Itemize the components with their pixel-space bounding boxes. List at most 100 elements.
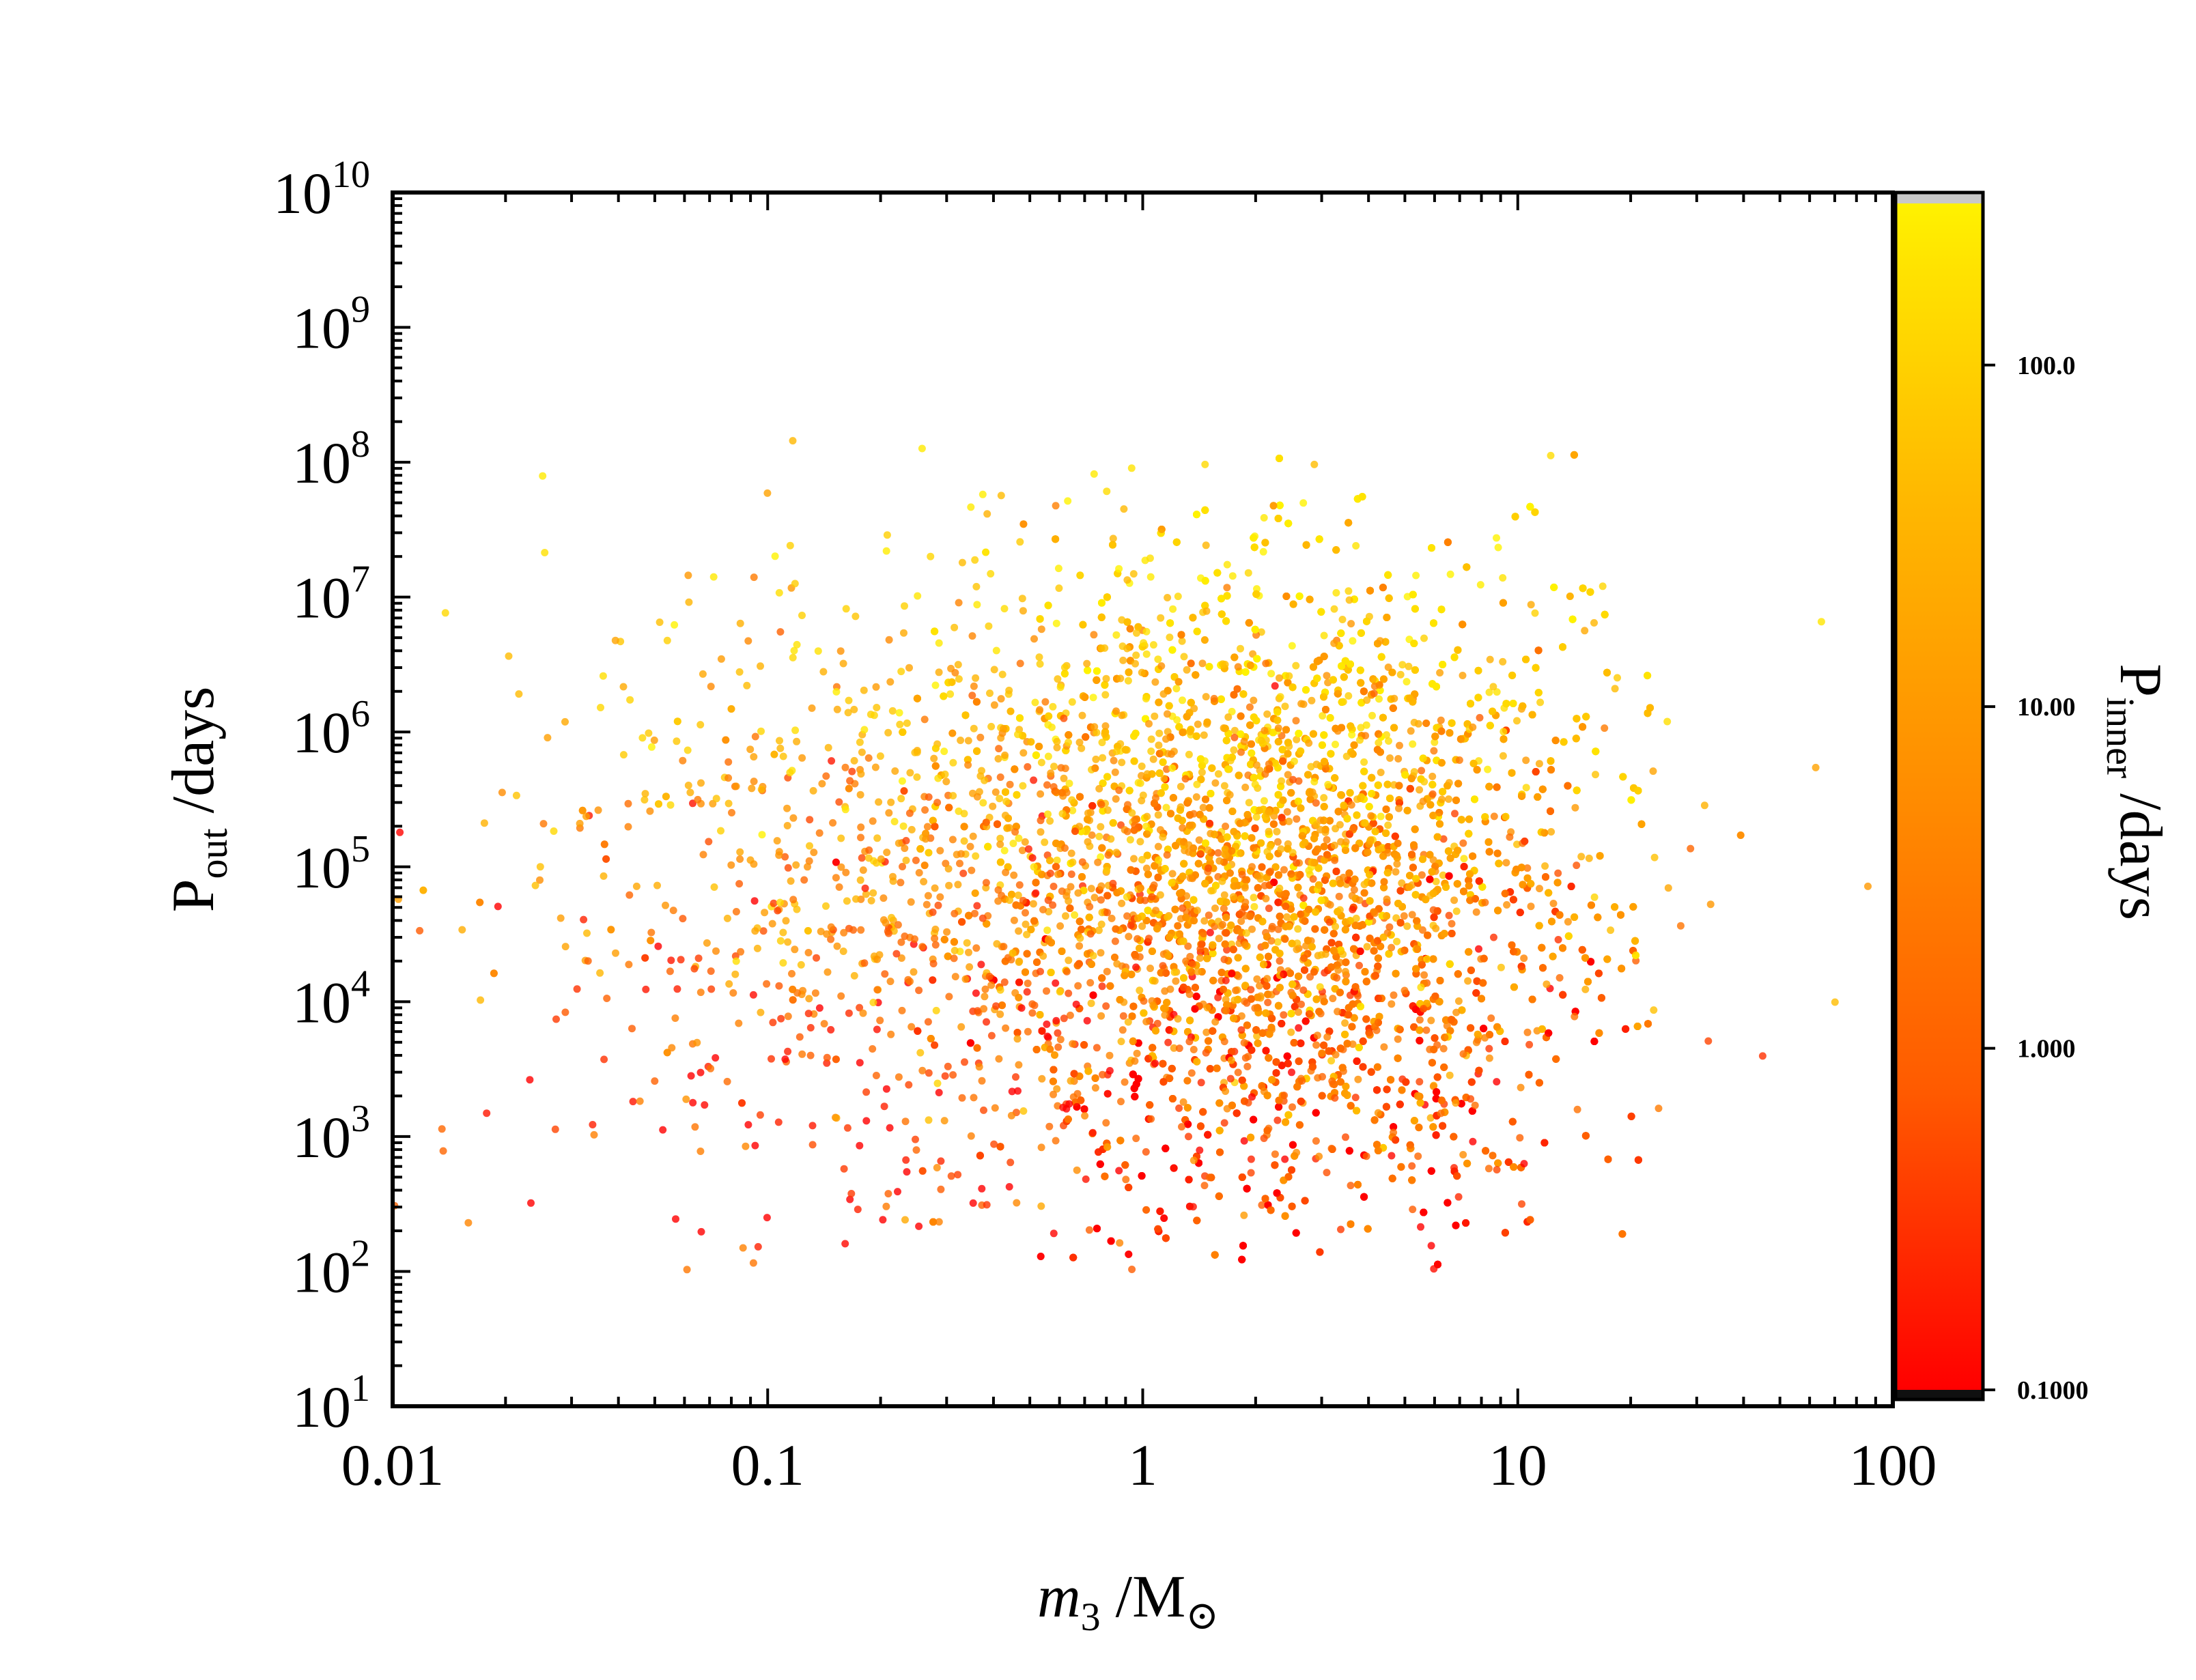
scatter-point <box>1220 891 1228 899</box>
scatter-point <box>1432 877 1440 885</box>
scatter-point <box>1416 1078 1424 1086</box>
scatter-point <box>1409 1206 1417 1214</box>
scatter-point <box>1632 956 1640 965</box>
scatter-point <box>1159 962 1167 970</box>
scatter-point <box>1288 642 1296 650</box>
scatter-point <box>1428 772 1437 780</box>
scatter-point <box>1383 895 1391 903</box>
scatter-point <box>1223 560 1231 569</box>
scatter-point <box>932 1006 940 1014</box>
scatter-point <box>1377 769 1385 776</box>
scatter-point <box>1439 1044 1448 1053</box>
scatter-point <box>1499 574 1507 582</box>
scatter-point <box>1284 771 1292 779</box>
scatter-point <box>1393 937 1401 945</box>
scatter-point <box>1554 936 1562 943</box>
scatter-point <box>1352 542 1360 550</box>
scatter-point <box>1577 853 1586 861</box>
scatter-point <box>1147 735 1155 743</box>
scatter-point <box>1259 547 1267 556</box>
scatter-point <box>1452 907 1461 915</box>
scatter-point <box>1590 618 1598 627</box>
scatter-point <box>963 939 971 947</box>
scatter-point <box>1408 1162 1416 1170</box>
scatter-point <box>1400 912 1408 920</box>
scatter-point <box>1095 926 1103 935</box>
scatter-point <box>955 675 963 683</box>
scatter-point <box>1055 584 1063 593</box>
scatter-point <box>1086 902 1094 911</box>
scatter-point <box>1197 1079 1205 1087</box>
scatter-point <box>1349 1040 1357 1049</box>
scatter-point <box>1267 670 1276 678</box>
scatter-point <box>1062 912 1069 920</box>
scatter-point <box>1377 812 1385 821</box>
scatter-point <box>1439 871 1447 879</box>
scatter-point <box>954 881 962 889</box>
scatter-point <box>1202 1028 1211 1036</box>
scatter-point <box>1090 894 1099 902</box>
scatter-point <box>1368 711 1376 720</box>
scatter-point <box>1021 838 1029 846</box>
scatter-point <box>1164 1038 1172 1047</box>
scatter-point <box>1499 657 1507 666</box>
scatter-point <box>1513 717 1521 725</box>
scatter-point <box>1323 672 1331 680</box>
scatter-point <box>1146 965 1154 972</box>
scatter-point <box>1052 1137 1060 1145</box>
scatter-point <box>1273 827 1281 836</box>
scatter-point <box>1308 696 1316 704</box>
scatter-point <box>1198 659 1207 668</box>
scatter-point <box>1251 780 1259 788</box>
scatter-point <box>1493 534 1500 542</box>
scatter-point <box>1256 982 1263 990</box>
scatter-point <box>1429 1082 1437 1090</box>
scatter-point <box>1258 1201 1266 1209</box>
scatter-point <box>1446 570 1454 578</box>
scatter-point <box>1222 823 1230 830</box>
scatter-point <box>1417 1223 1424 1231</box>
scatter-point <box>1293 735 1301 743</box>
scatter-point <box>1535 760 1543 768</box>
scatter-point <box>1223 945 1231 954</box>
scatter-point <box>1102 1002 1110 1010</box>
scatter-point <box>1038 1074 1046 1083</box>
scatter-point <box>1019 607 1027 615</box>
scatter-point <box>1525 1040 1534 1049</box>
scatter-point <box>1513 840 1521 849</box>
scatter-point <box>1155 741 1163 750</box>
scatter-point <box>1319 712 1327 720</box>
scatter-point <box>1493 688 1501 696</box>
scatter-point <box>1073 1166 1081 1174</box>
scatter-point <box>1289 1103 1296 1111</box>
scatter-point <box>1240 1137 1248 1145</box>
scatter-point <box>1069 806 1077 814</box>
scatter-point <box>1352 914 1360 922</box>
scatter-point <box>1355 961 1363 969</box>
scatter-point <box>1245 703 1254 711</box>
scatter-point <box>1200 1182 1209 1190</box>
scatter-point <box>1418 871 1426 879</box>
scatter-point <box>1341 1019 1349 1027</box>
scatter-point <box>1312 1041 1321 1049</box>
scatter-point <box>1179 696 1186 704</box>
scatter-point <box>1427 1242 1435 1250</box>
scatter-point <box>1121 1078 1129 1086</box>
scatter-point <box>1248 925 1256 933</box>
scatter-point <box>1097 823 1105 831</box>
scatter-point <box>1585 854 1593 862</box>
data-points <box>393 437 1872 1274</box>
scatter-point <box>1360 758 1368 766</box>
scatter-point <box>1345 692 1353 700</box>
scatter-point <box>1502 859 1510 867</box>
scatter-point <box>1448 920 1456 928</box>
scatter-point <box>1476 581 1484 589</box>
scatter-point <box>1485 688 1493 696</box>
scatter-point <box>1228 707 1236 715</box>
scatter-point <box>1252 813 1261 821</box>
scatter-point <box>1426 1114 1435 1122</box>
scatter-point <box>1178 637 1186 645</box>
scatter-point <box>935 668 943 677</box>
scatter-point <box>1281 702 1289 711</box>
